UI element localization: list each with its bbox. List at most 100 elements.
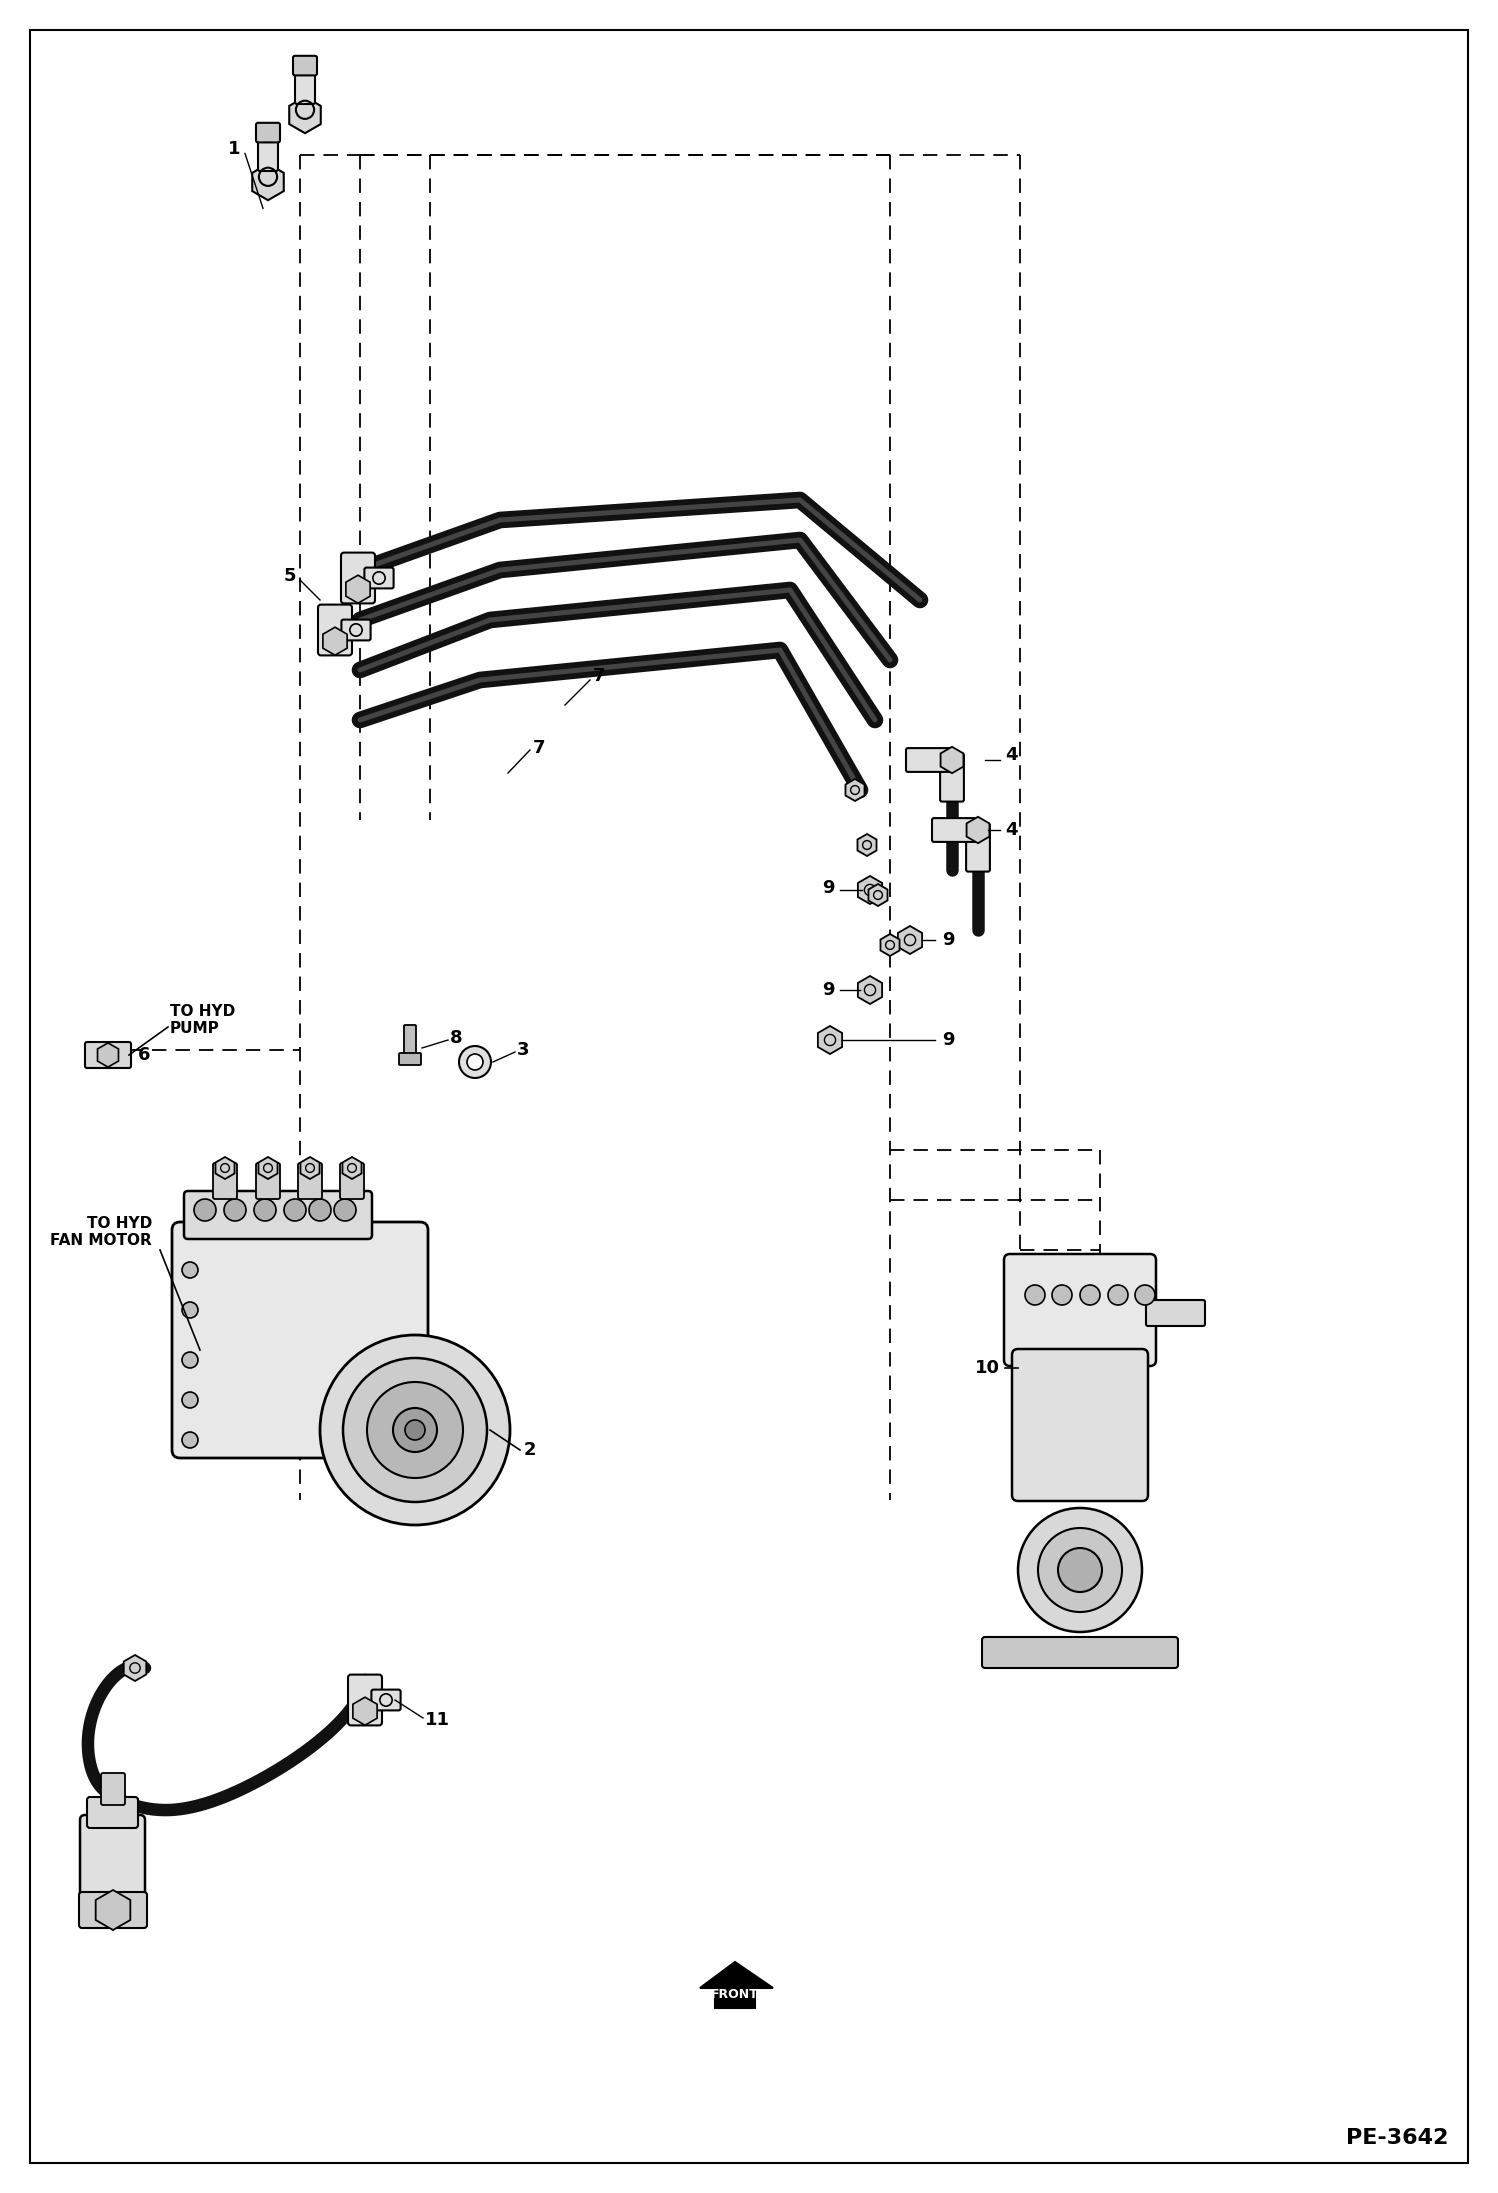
Circle shape — [321, 1336, 509, 1524]
Circle shape — [467, 1055, 482, 1070]
Circle shape — [225, 1200, 246, 1222]
FancyBboxPatch shape — [398, 1053, 421, 1066]
Polygon shape — [124, 1656, 147, 1682]
Text: FRONT: FRONT — [712, 1989, 759, 2002]
FancyBboxPatch shape — [404, 1024, 416, 1057]
FancyBboxPatch shape — [79, 1816, 145, 1906]
Circle shape — [1019, 1509, 1141, 1632]
Text: 3: 3 — [517, 1042, 529, 1059]
Circle shape — [392, 1408, 437, 1452]
Text: 6: 6 — [138, 1046, 150, 1064]
Circle shape — [1058, 1548, 1103, 1592]
Circle shape — [285, 1200, 306, 1222]
Text: 2: 2 — [524, 1441, 536, 1458]
FancyBboxPatch shape — [372, 1689, 400, 1711]
Polygon shape — [897, 925, 923, 954]
FancyBboxPatch shape — [342, 553, 374, 603]
Polygon shape — [818, 1026, 842, 1055]
Polygon shape — [96, 1890, 130, 1930]
Polygon shape — [700, 1963, 773, 2009]
FancyBboxPatch shape — [184, 1191, 372, 1239]
Text: 8: 8 — [449, 1029, 463, 1046]
FancyBboxPatch shape — [79, 1893, 147, 1928]
Text: 9: 9 — [942, 1031, 954, 1048]
Polygon shape — [858, 875, 882, 904]
Polygon shape — [289, 96, 321, 134]
Polygon shape — [941, 748, 963, 774]
Text: TO HYD
PUMP: TO HYD PUMP — [169, 1004, 235, 1037]
FancyBboxPatch shape — [85, 1042, 130, 1068]
Circle shape — [181, 1261, 198, 1279]
FancyBboxPatch shape — [318, 605, 352, 656]
FancyBboxPatch shape — [213, 1162, 237, 1200]
Polygon shape — [857, 833, 876, 855]
FancyBboxPatch shape — [348, 1675, 382, 1726]
Circle shape — [181, 1393, 198, 1408]
Circle shape — [1080, 1285, 1100, 1305]
Circle shape — [1135, 1285, 1155, 1305]
Circle shape — [343, 1357, 487, 1502]
Circle shape — [255, 1200, 276, 1222]
Text: 11: 11 — [425, 1711, 449, 1728]
Text: TO HYD
FAN MOTOR: TO HYD FAN MOTOR — [51, 1215, 151, 1248]
FancyBboxPatch shape — [87, 1796, 138, 1829]
Polygon shape — [343, 1158, 361, 1180]
FancyBboxPatch shape — [932, 818, 980, 842]
Polygon shape — [301, 1158, 319, 1180]
FancyBboxPatch shape — [1013, 1349, 1147, 1500]
Text: 9: 9 — [942, 932, 954, 950]
Circle shape — [1109, 1285, 1128, 1305]
FancyBboxPatch shape — [256, 1162, 280, 1200]
Circle shape — [195, 1200, 216, 1222]
Circle shape — [181, 1432, 198, 1447]
FancyBboxPatch shape — [298, 1162, 322, 1200]
FancyBboxPatch shape — [364, 568, 394, 588]
Polygon shape — [324, 627, 348, 656]
Polygon shape — [346, 575, 370, 603]
Polygon shape — [259, 1158, 277, 1180]
Circle shape — [367, 1382, 463, 1478]
FancyBboxPatch shape — [342, 621, 370, 640]
Circle shape — [1038, 1529, 1122, 1612]
Text: PE-3642: PE-3642 — [1345, 2127, 1449, 2147]
Text: 7: 7 — [533, 739, 545, 757]
Circle shape — [1025, 1285, 1046, 1305]
FancyBboxPatch shape — [256, 123, 280, 143]
FancyBboxPatch shape — [294, 55, 318, 75]
FancyBboxPatch shape — [100, 1772, 124, 1805]
Circle shape — [309, 1200, 331, 1222]
Circle shape — [404, 1421, 425, 1441]
Polygon shape — [881, 934, 899, 956]
FancyBboxPatch shape — [295, 75, 315, 103]
Text: 9: 9 — [822, 879, 834, 897]
Polygon shape — [252, 164, 283, 200]
Circle shape — [181, 1303, 198, 1318]
Circle shape — [458, 1046, 491, 1079]
Polygon shape — [869, 884, 887, 906]
Text: 5: 5 — [283, 568, 297, 586]
FancyBboxPatch shape — [983, 1636, 1177, 1669]
FancyBboxPatch shape — [1146, 1300, 1204, 1327]
Polygon shape — [858, 976, 882, 1004]
Text: 4: 4 — [1005, 746, 1017, 763]
Text: 9: 9 — [822, 980, 834, 1000]
Text: 4: 4 — [1005, 820, 1017, 840]
Polygon shape — [354, 1697, 377, 1726]
Circle shape — [334, 1200, 357, 1222]
FancyBboxPatch shape — [340, 1162, 364, 1200]
Polygon shape — [845, 779, 864, 800]
FancyBboxPatch shape — [258, 140, 279, 171]
Text: 1: 1 — [228, 140, 240, 158]
FancyBboxPatch shape — [172, 1222, 428, 1458]
Circle shape — [181, 1353, 198, 1368]
FancyBboxPatch shape — [966, 825, 990, 871]
Text: 10: 10 — [975, 1360, 1001, 1377]
Text: 7: 7 — [593, 667, 605, 684]
Polygon shape — [97, 1044, 118, 1068]
Polygon shape — [966, 816, 990, 842]
FancyBboxPatch shape — [906, 748, 954, 772]
Polygon shape — [216, 1158, 235, 1180]
FancyBboxPatch shape — [941, 754, 963, 803]
FancyBboxPatch shape — [1004, 1254, 1156, 1366]
Circle shape — [1052, 1285, 1073, 1305]
